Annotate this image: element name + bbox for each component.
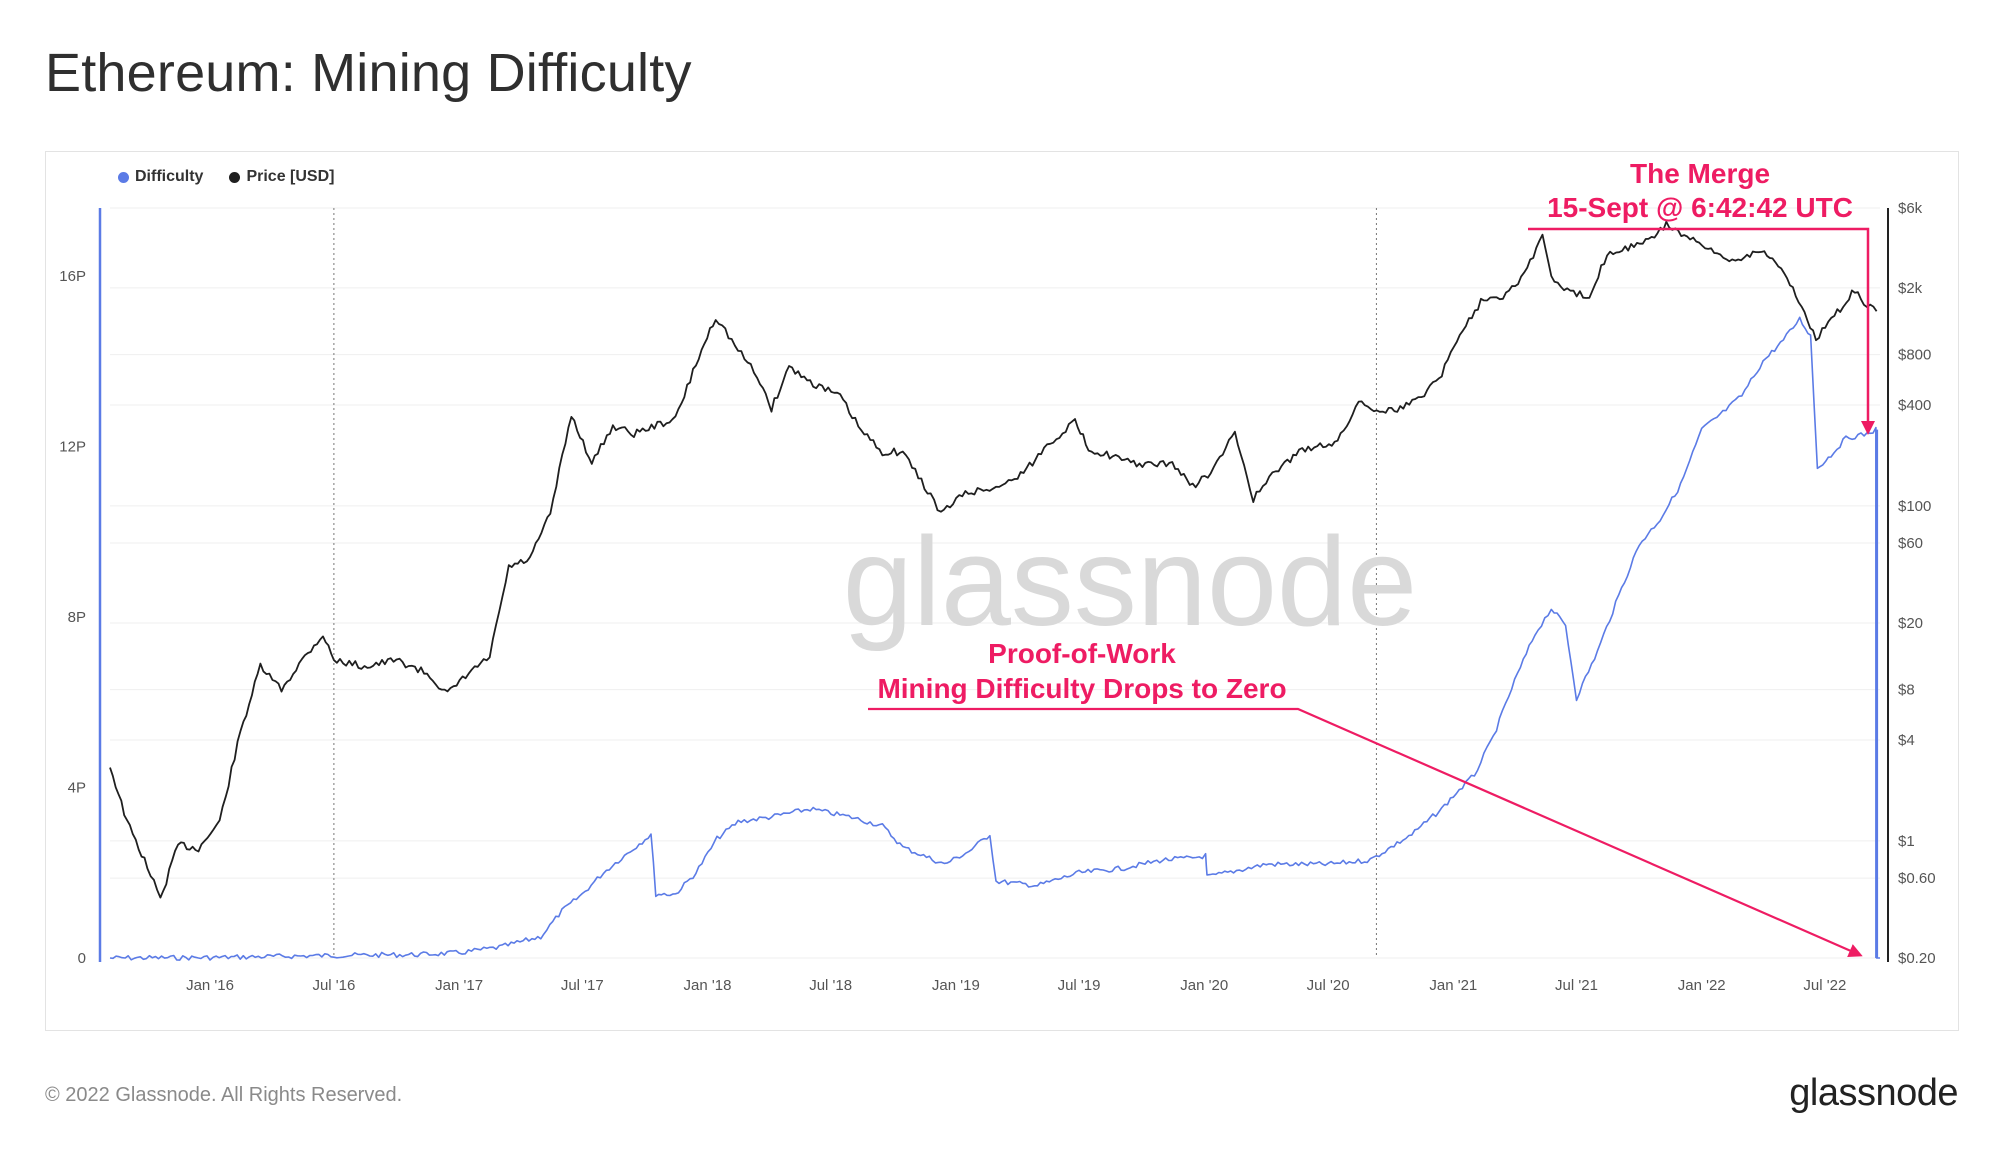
x-tick-1: Jul '16 <box>312 977 355 994</box>
x-tick-9: Jul '20 <box>1307 977 1350 994</box>
footer-logo[interactable]: glassnode <box>1789 1072 1958 1114</box>
annotation-pow-arrow <box>868 707 1863 958</box>
x-tick-2: Jan '17 <box>435 977 483 994</box>
x-tick-11: Jul '21 <box>1555 977 1598 994</box>
chart-panel <box>45 151 1959 1031</box>
y-left-tick-4: 16P <box>59 268 86 285</box>
series-layer <box>109 220 1880 961</box>
x-tick-7: Jul '19 <box>1058 977 1101 994</box>
annotation-merge-arrow <box>1528 227 1875 435</box>
series-line-difficulty <box>109 316 1880 961</box>
legend-dot-difficulty <box>118 171 129 183</box>
y-right-tick-7: $100 <box>1898 498 1931 515</box>
y-right-tick-11: $6k <box>1898 200 1923 217</box>
x-tick-13: Jul '22 <box>1803 977 1846 994</box>
y-right-tick-2: $1 <box>1898 833 1915 850</box>
x-tick-3: Jul '17 <box>561 977 604 994</box>
y-left-tick-1: 4P <box>68 780 86 797</box>
y-right-tick-6: $60 <box>1898 535 1923 552</box>
legend-item-price[interactable]: Price [USD] <box>229 168 334 186</box>
annotation-merge-line-2: 15-Sept @ 6:42:42 UTC <box>1547 192 1853 223</box>
legend-label-difficulty: Difficulty <box>135 168 204 185</box>
x-tick-4: Jan '18 <box>684 977 732 994</box>
legend-label-price: Price [USD] <box>246 168 335 185</box>
y-right-tick-0: $0.20 <box>1898 950 1936 967</box>
x-tick-10: Jan '21 <box>1429 977 1477 994</box>
annotation-merge-line-1: The Merge <box>1630 158 1770 189</box>
x-tick-5: Jul '18 <box>809 977 852 994</box>
x-tick-0: Jan '16 <box>186 977 234 994</box>
y-right-tick-9: $800 <box>1898 347 1931 364</box>
series-line-price <box>109 220 1878 899</box>
y-right-tick-5: $20 <box>1898 615 1923 632</box>
legend-dot-price <box>229 171 241 183</box>
chart-legend: Difficulty Price [USD] <box>118 168 334 186</box>
y-left-tick-2: 8P <box>68 609 86 626</box>
axis-layer: 0 4P 8P 12P 16P $0.20 $0.60 $1 $4 $8 $20 $60 $100 $40… <box>59 200 1935 994</box>
x-tick-8: Jan '20 <box>1180 977 1228 994</box>
y-left-tick-0: 0 <box>78 950 86 967</box>
y-right-tick-4: $8 <box>1898 682 1915 699</box>
page-title: Ethereum: Mining Difficulty <box>45 43 692 103</box>
annotation-pow-line-2: Mining Difficulty Drops to Zero <box>877 673 1286 704</box>
y-right-tick-8: $400 <box>1898 397 1931 414</box>
x-tick-12: Jan '22 <box>1678 977 1726 994</box>
watermark: glassnode <box>843 511 1417 652</box>
grid-layer <box>110 207 1880 959</box>
y-right-tick-10: $2k <box>1898 280 1923 297</box>
x-tick-6: Jan '19 <box>932 977 980 994</box>
legend-item-difficulty[interactable]: Difficulty <box>118 168 203 186</box>
footer-copyright: © 2022 Glassnode. All Rights Reserved. <box>45 1084 403 1106</box>
y-right-tick-3: $4 <box>1898 732 1915 749</box>
annotation-pow-line-1: Proof-of-Work <box>988 638 1176 669</box>
y-left-tick-3: 12P <box>59 439 86 456</box>
y-right-tick-1: $0.60 <box>1898 870 1936 887</box>
